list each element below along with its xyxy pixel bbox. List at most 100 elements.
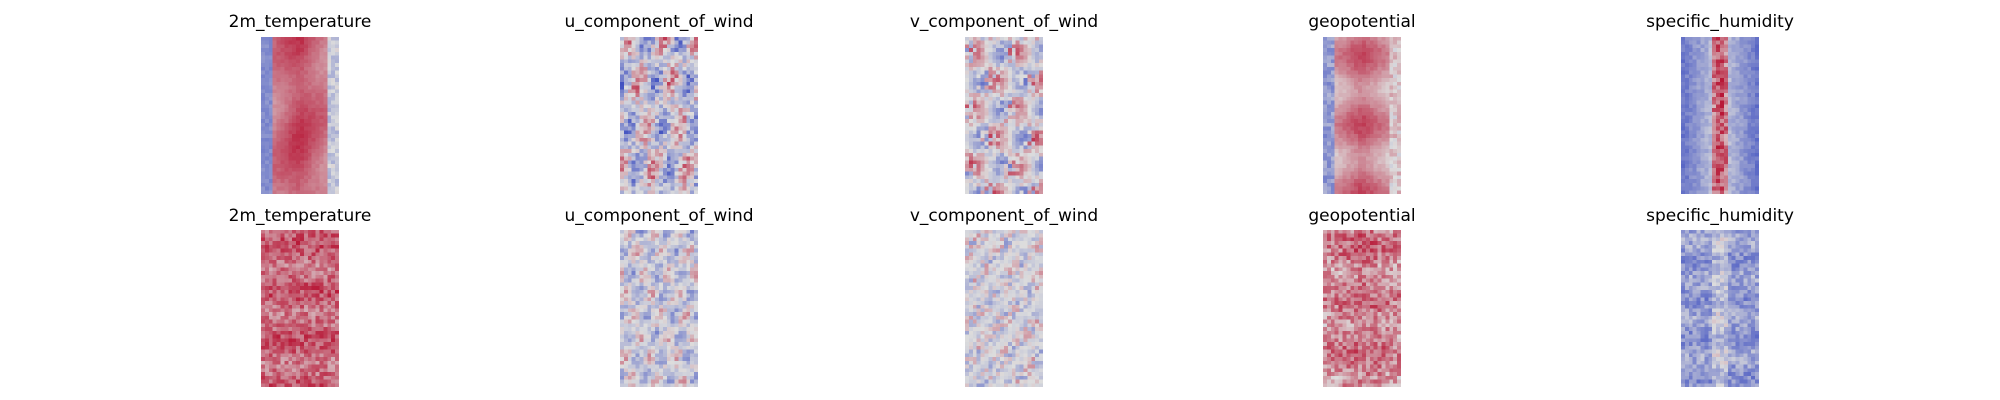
heatmap-cell (631, 186, 636, 191)
heatmap-cell (1743, 126, 1748, 131)
heatmap-cell (272, 55, 277, 60)
heatmap-cell (319, 59, 324, 64)
heatmap-cell (1000, 108, 1005, 112)
heatmap-cell (647, 175, 652, 180)
heatmap-cell (261, 115, 266, 120)
heatmap-cell (323, 263, 328, 268)
heatmap-cell (1735, 126, 1740, 131)
heatmap-cell (272, 364, 277, 369)
heatmap-cell (965, 111, 970, 116)
heatmap-cell (1739, 100, 1744, 105)
heatmap-cell (1704, 104, 1709, 109)
heatmap-cell (1389, 89, 1394, 94)
heatmap-cell (627, 93, 632, 97)
heatmap-cell (670, 66, 675, 71)
heatmap-cell (659, 152, 664, 157)
heatmap-cell (980, 37, 985, 41)
heatmap-cell (307, 334, 312, 339)
heatmap-cell (674, 160, 679, 165)
heatmap-cell (1393, 122, 1398, 127)
heatmap-cell (643, 48, 648, 53)
heatmap-cell (980, 51, 985, 56)
heatmap-cell (666, 122, 671, 127)
heatmap-cell (327, 342, 332, 347)
heatmap-cell (1692, 179, 1697, 183)
heatmap-cell (627, 44, 632, 49)
heatmap-cell (1389, 186, 1394, 191)
heatmap-cell (280, 256, 285, 261)
heatmap-cell (694, 40, 698, 45)
heatmap-cell (635, 167, 640, 172)
heatmap-cell (1743, 108, 1748, 112)
heatmap-cell (268, 179, 273, 183)
heatmap-cell (335, 85, 339, 90)
heatmap-cell (296, 308, 301, 313)
heatmap-cell (280, 145, 285, 150)
heatmap-cell (968, 167, 973, 172)
heatmap-cell (1350, 111, 1355, 116)
heatmap-cell (635, 70, 640, 75)
heatmap-cell (1385, 145, 1390, 150)
heatmap-cell (280, 301, 285, 305)
heatmap-cell (1342, 48, 1347, 53)
heatmap-cell (690, 85, 695, 90)
heatmap-cell (623, 70, 628, 75)
heatmap-cell (976, 126, 981, 131)
heatmap-cell (296, 40, 301, 45)
heatmap-cell (331, 164, 336, 169)
heatmap-cell (1735, 164, 1740, 169)
heatmap-cell (1334, 51, 1339, 56)
heatmap-cell (682, 149, 687, 154)
heatmap-cell (1704, 108, 1709, 112)
heatmap-cell (996, 145, 1001, 150)
heatmap-cell (1011, 40, 1016, 45)
heatmap-cell (1354, 85, 1359, 90)
heatmap-cell (327, 119, 332, 124)
heatmap-cell (1684, 152, 1689, 157)
heatmap-cell (1362, 104, 1367, 109)
heatmap-cell (1326, 51, 1331, 56)
heatmap-cell (1720, 93, 1725, 97)
heatmap-cell (1727, 149, 1732, 154)
heatmap-cell (1000, 63, 1005, 68)
heatmap-cell (651, 104, 656, 109)
heatmap-cell (323, 55, 328, 60)
heatmap-cell (1708, 130, 1713, 135)
heatmap-cell (315, 338, 320, 343)
heatmap-cell (1342, 85, 1347, 90)
heatmap-cell (1735, 167, 1740, 172)
heatmap-cell (1023, 137, 1028, 142)
heatmap-cell (1727, 59, 1732, 64)
heatmap-cell (651, 37, 656, 41)
heatmap-cell (662, 137, 667, 142)
heatmap-cell (1755, 74, 1759, 79)
heatmap-cell (1011, 96, 1016, 101)
heatmap-cell (643, 167, 648, 172)
heatmap-cell (627, 55, 632, 60)
heatmap-cell (1723, 130, 1728, 135)
heatmap-cell (327, 44, 332, 49)
heatmap-cell (1735, 104, 1740, 109)
heatmap-cell (1681, 179, 1686, 183)
heatmap-cell (1011, 141, 1016, 146)
heatmap-cell (635, 164, 640, 169)
heatmap-cell (662, 104, 667, 109)
heatmap-cell (1723, 66, 1728, 71)
heatmap-cell (1716, 104, 1721, 109)
heatmap-cell (1684, 179, 1689, 183)
heatmap-cell (1747, 145, 1752, 150)
heatmap-cell (662, 96, 667, 101)
heatmap-cell (1755, 108, 1759, 112)
heatmap-cell (1397, 66, 1401, 71)
heatmap-cell (678, 111, 683, 116)
heatmap-cell (1704, 141, 1709, 146)
heatmap-cell (1755, 111, 1759, 116)
heatmap-cell (686, 130, 691, 135)
heatmap-cell (1385, 78, 1390, 83)
panel-title: v_component_of_wind (909, 12, 1099, 32)
heatmap-cell (1004, 175, 1009, 180)
heatmap-cell (659, 119, 664, 124)
heatmap-cell (1039, 156, 1043, 161)
heatmap-cell (1004, 37, 1009, 41)
heatmap-cell (272, 293, 277, 298)
